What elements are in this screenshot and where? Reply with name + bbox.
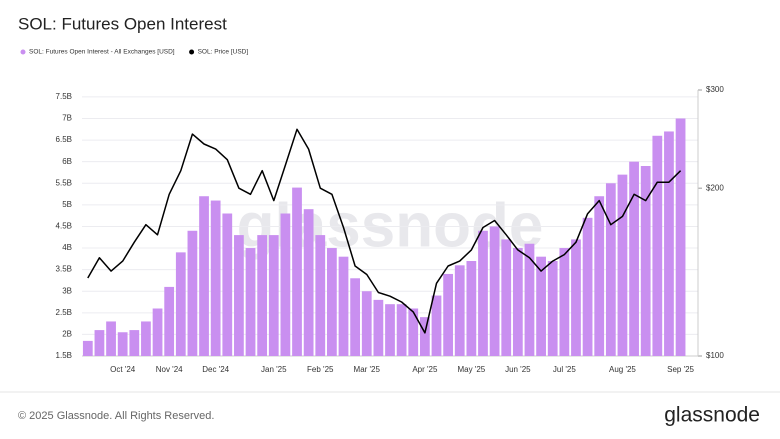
y-tick-label: 1.5B (56, 351, 72, 360)
y-tick-label: 4.5B (56, 222, 72, 231)
bar (129, 330, 140, 356)
bar (466, 261, 477, 356)
bar (303, 209, 314, 356)
bar (629, 161, 639, 356)
bar (652, 135, 663, 356)
bar (396, 304, 407, 356)
y-tick-label: 3B (62, 286, 72, 295)
legend-marker (189, 49, 195, 55)
bar (594, 196, 605, 356)
bar (408, 308, 419, 356)
bar (675, 118, 686, 356)
x-tick-label: May '25 (457, 365, 485, 374)
bar (536, 256, 546, 356)
y-tick-label: 7.5B (56, 92, 72, 101)
bar (361, 291, 372, 356)
bar (82, 340, 93, 356)
bar (141, 321, 151, 356)
y-tick-label: 5B (62, 200, 72, 209)
bar (292, 187, 302, 356)
y-tick-label: 2B (62, 330, 72, 339)
bar (571, 239, 581, 356)
bar (385, 304, 395, 356)
x-tick-label: Sep '25 (667, 365, 694, 374)
bar (559, 248, 570, 356)
y-tick-label: 4B (62, 243, 72, 252)
bar (419, 317, 430, 356)
y-tick-label: 7B (62, 114, 72, 123)
legend-marker (20, 49, 26, 55)
bar (187, 230, 198, 356)
bar (617, 174, 628, 356)
bar (338, 256, 349, 356)
copyright: © 2025 Glassnode. All Rights Reserved. (18, 410, 214, 422)
bar (315, 235, 326, 356)
bar (478, 230, 488, 356)
bar (489, 226, 500, 356)
bar (245, 248, 256, 356)
bar (350, 278, 361, 356)
y-tick-label: 3.5B (56, 265, 72, 274)
bar (94, 330, 105, 356)
bar (175, 252, 186, 356)
x-tick-label: Aug '25 (609, 365, 636, 374)
x-tick-label: Dec '24 (202, 365, 229, 374)
bar (327, 248, 337, 356)
bar (234, 235, 244, 356)
legend-label: SOL: Futures Open Interest - All Exchang… (29, 49, 175, 56)
bar (199, 196, 209, 356)
bar (605, 183, 616, 356)
bar (164, 286, 175, 356)
bar (268, 235, 279, 356)
bar (117, 332, 128, 356)
bar (512, 248, 523, 356)
x-tick-label: Nov '24 (156, 365, 183, 374)
bar (210, 200, 221, 356)
bar (222, 213, 233, 356)
bar (106, 321, 116, 356)
bar (547, 261, 558, 356)
y-tick-label: 6B (62, 157, 72, 166)
chart-title: SOL: Futures Open Interest (18, 14, 227, 33)
y2-tick-label: $300 (706, 85, 724, 94)
y2-tick-label: $200 (706, 183, 724, 192)
logo: glassnode (664, 404, 760, 427)
bar (640, 166, 651, 356)
bar (431, 295, 442, 356)
price-line (87, 128, 682, 334)
x-tick-label: Jun '25 (505, 365, 531, 374)
y2-tick-label: $100 (706, 351, 724, 360)
bar (280, 213, 291, 356)
bar (501, 239, 512, 356)
bar (454, 265, 465, 356)
bar (152, 308, 163, 356)
y-tick-label: 2.5B (56, 308, 72, 317)
legend-label: SOL: Price [USD] (198, 49, 249, 56)
x-tick-label: Apr '25 (412, 365, 438, 374)
x-tick-label: Oct '24 (110, 365, 136, 374)
bar (664, 131, 674, 356)
x-tick-label: Mar '25 (354, 365, 381, 374)
x-tick-label: Feb '25 (307, 365, 334, 374)
bar (443, 273, 453, 356)
y-tick-label: 6.5B (56, 135, 72, 144)
y-tick-label: 5.5B (56, 178, 72, 187)
x-tick-label: Jan '25 (261, 365, 287, 374)
bar (373, 299, 384, 356)
bar (582, 217, 593, 356)
bar (257, 235, 268, 356)
x-tick-label: Jul '25 (553, 365, 576, 374)
bar (524, 243, 535, 356)
